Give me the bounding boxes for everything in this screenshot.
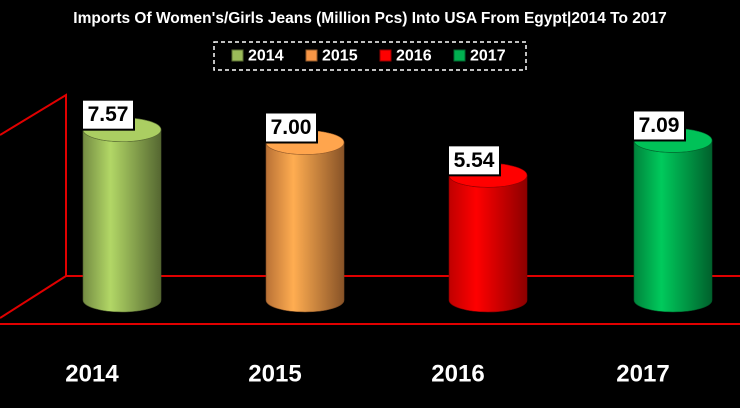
- legend: 2014 2015 2016 2017: [231, 48, 506, 65]
- x-tick-label: 2016: [431, 360, 484, 387]
- value-label-box: [264, 111, 318, 144]
- value-label: 7.09: [639, 114, 680, 137]
- value-label: 5.54: [454, 149, 495, 172]
- legend-swatch: [379, 49, 392, 62]
- legend-swatch: [305, 49, 318, 62]
- chart-frame: [0, 93, 740, 325]
- bar: [265, 142, 345, 313]
- value-label: 7.00: [271, 116, 312, 139]
- value-label-box: [81, 98, 135, 131]
- bar: [633, 140, 713, 313]
- legend-label: 2016: [396, 48, 432, 65]
- chart-title: Imports Of Women's/Girls Jeans (Million …: [73, 10, 666, 27]
- legend-swatch: [231, 49, 244, 62]
- legend-swatch: [453, 49, 466, 62]
- bar: [82, 129, 162, 313]
- x-tick-label: 2014: [65, 360, 119, 387]
- value-label-box: [632, 109, 686, 142]
- legend-label: 2017: [470, 48, 506, 65]
- x-tick-label: 2017: [616, 360, 669, 387]
- floor-side: [0, 275, 67, 319]
- value-label-box: [447, 144, 501, 177]
- legend-box: [213, 41, 527, 71]
- bar: [448, 175, 528, 313]
- legend-label: 2014: [248, 48, 284, 65]
- legend-label: 2015: [322, 48, 358, 65]
- x-tick-label: 2015: [248, 360, 301, 387]
- back-wall: [0, 93, 740, 277]
- value-label: 7.57: [88, 103, 129, 126]
